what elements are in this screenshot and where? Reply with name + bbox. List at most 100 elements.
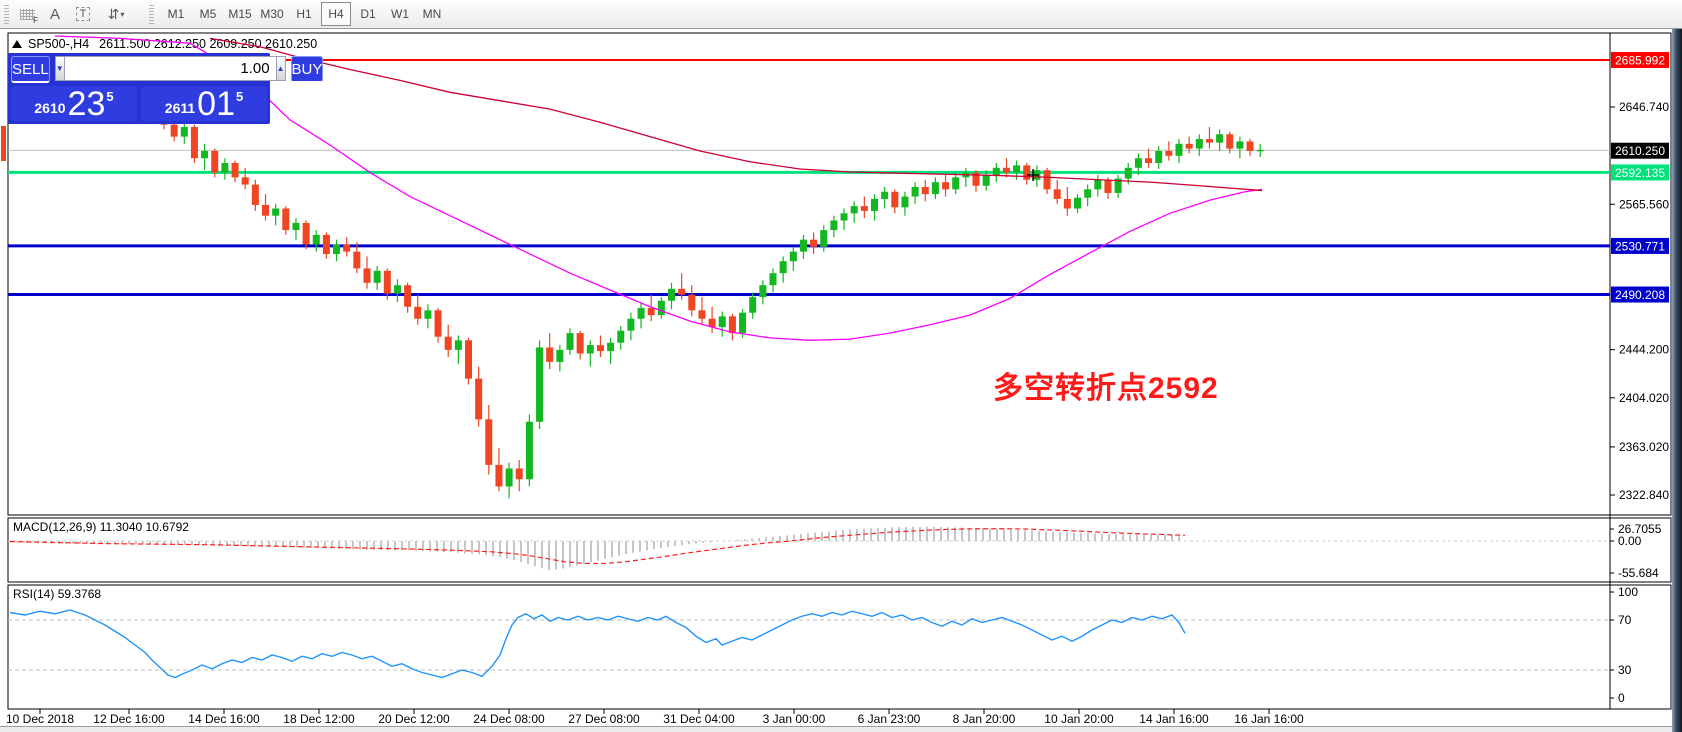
tf-button-M5[interactable]: M5 [199, 7, 217, 21]
volume-increase-button[interactable]: ▲ [275, 56, 286, 81]
sell-price-big: 23 [67, 84, 106, 123]
candle [343, 244, 351, 252]
toolbar-drag-handle[interactable] [4, 4, 9, 24]
tf-button-M15[interactable]: M15 [228, 7, 252, 21]
candle [495, 464, 503, 487]
macd-label: MACD(12,26,9) 11.3040 10.6792 [13, 520, 189, 534]
toolbar-drag-handle-2[interactable] [149, 4, 154, 24]
candle [1145, 158, 1153, 163]
macd-axis-label: 26.7055 [1618, 522, 1662, 536]
candle [739, 312, 747, 334]
time-label: 3 Jan 00:00 [763, 712, 826, 726]
rsi-axis-label: 70 [1618, 613, 1632, 627]
candle [830, 220, 838, 231]
tf-button-H4[interactable]: H4 [321, 2, 351, 26]
tf-button-D1[interactable]: D1 [360, 7, 376, 21]
candle [241, 177, 249, 185]
candle [688, 294, 696, 311]
text-box-icon[interactable]: T [71, 3, 95, 25]
candle [1043, 170, 1051, 190]
candle [454, 340, 462, 350]
candle [1205, 139, 1213, 143]
candle [911, 186, 919, 197]
template-grid-icon[interactable]: F [15, 3, 39, 25]
buy-price-big: 01 [197, 84, 235, 123]
rsi-axis-label: 100 [1618, 585, 1638, 599]
sell-price-display[interactable]: 2610 23 5 [11, 86, 137, 121]
candle [647, 307, 655, 316]
candle [1185, 143, 1193, 149]
candle [891, 191, 899, 208]
tf-button-MN[interactable]: MN [422, 7, 442, 21]
collapse-triangle-icon[interactable] [12, 40, 22, 48]
window-edge-strip[interactable] [1672, 0, 1682, 732]
trade-panel-top-row: SELL ▼ ▲ BUY [11, 56, 324, 83]
candle [180, 127, 188, 137]
candle [840, 213, 848, 221]
candle [799, 239, 807, 252]
time-label: 27 Dec 08:00 [568, 712, 640, 726]
buy-price-display[interactable]: 2611 01 5 [141, 86, 267, 121]
candle [1216, 134, 1224, 143]
volume-decrease-button[interactable]: ▼ [54, 56, 65, 81]
macd-values: 11.3040 10.6792 [99, 520, 189, 534]
candle [810, 239, 818, 247]
candle [1063, 198, 1071, 209]
candle [576, 333, 584, 354]
candle [383, 270, 391, 294]
price-badge-2490.208 [1611, 286, 1669, 303]
candle [211, 151, 219, 173]
buy-price-prefix: 2611 [164, 100, 196, 116]
candle [759, 285, 767, 298]
candle [1104, 179, 1112, 193]
candle [718, 316, 726, 328]
candle [1084, 189, 1092, 198]
price-badge-label: 2490.208 [1615, 288, 1665, 302]
tf-button-W1[interactable]: W1 [391, 7, 409, 21]
price-tick-label: 2444.200 [1619, 343, 1669, 357]
candle [769, 273, 777, 286]
volume-input[interactable] [64, 56, 276, 81]
candle [414, 306, 422, 319]
candle [607, 342, 615, 352]
price-badge-2610.250 [1611, 142, 1669, 159]
grid-glyph [19, 8, 35, 20]
candle [881, 191, 889, 199]
candle [424, 310, 432, 319]
candle [536, 347, 544, 422]
candle [921, 186, 929, 195]
sort-arrows-icon[interactable]: ⇵ ▾ [107, 5, 125, 22]
price-badge-label: 2530.771 [1615, 239, 1665, 253]
tf-button-H1[interactable]: H1 [296, 7, 312, 21]
tf-button-M30[interactable]: M30 [260, 7, 284, 21]
time-label: 8 Jan 20:00 [953, 712, 1016, 726]
time-label: 6 Jan 23:00 [858, 712, 921, 726]
candle [789, 251, 797, 262]
candle [860, 206, 868, 211]
tf-button-M1[interactable]: M1 [167, 7, 185, 21]
candle [262, 204, 269, 216]
candle [373, 270, 381, 283]
buy-button[interactable]: BUY [290, 56, 324, 83]
candle [1114, 178, 1122, 193]
price-badge-2685.992 [1611, 51, 1669, 68]
candle [292, 222, 300, 231]
sell-price-prefix: 2610 [34, 100, 66, 116]
candle [566, 333, 574, 350]
candle [1256, 149, 1264, 152]
candle [231, 162, 239, 178]
symbol-period-label: SP500-,H4 [28, 37, 90, 51]
text-label-icon[interactable]: A [49, 5, 60, 23]
candle [404, 285, 412, 307]
candle [728, 316, 736, 334]
candle [363, 268, 371, 283]
candle [1155, 151, 1163, 163]
candle [779, 261, 787, 274]
sell-button[interactable]: SELL [11, 56, 50, 83]
time-label: 31 Dec 04:00 [663, 712, 735, 726]
candle [485, 419, 493, 465]
rsi-value: 59.3768 [57, 587, 102, 601]
candle [850, 206, 858, 214]
candle [678, 288, 686, 295]
time-label: 18 Dec 12:00 [283, 712, 355, 726]
